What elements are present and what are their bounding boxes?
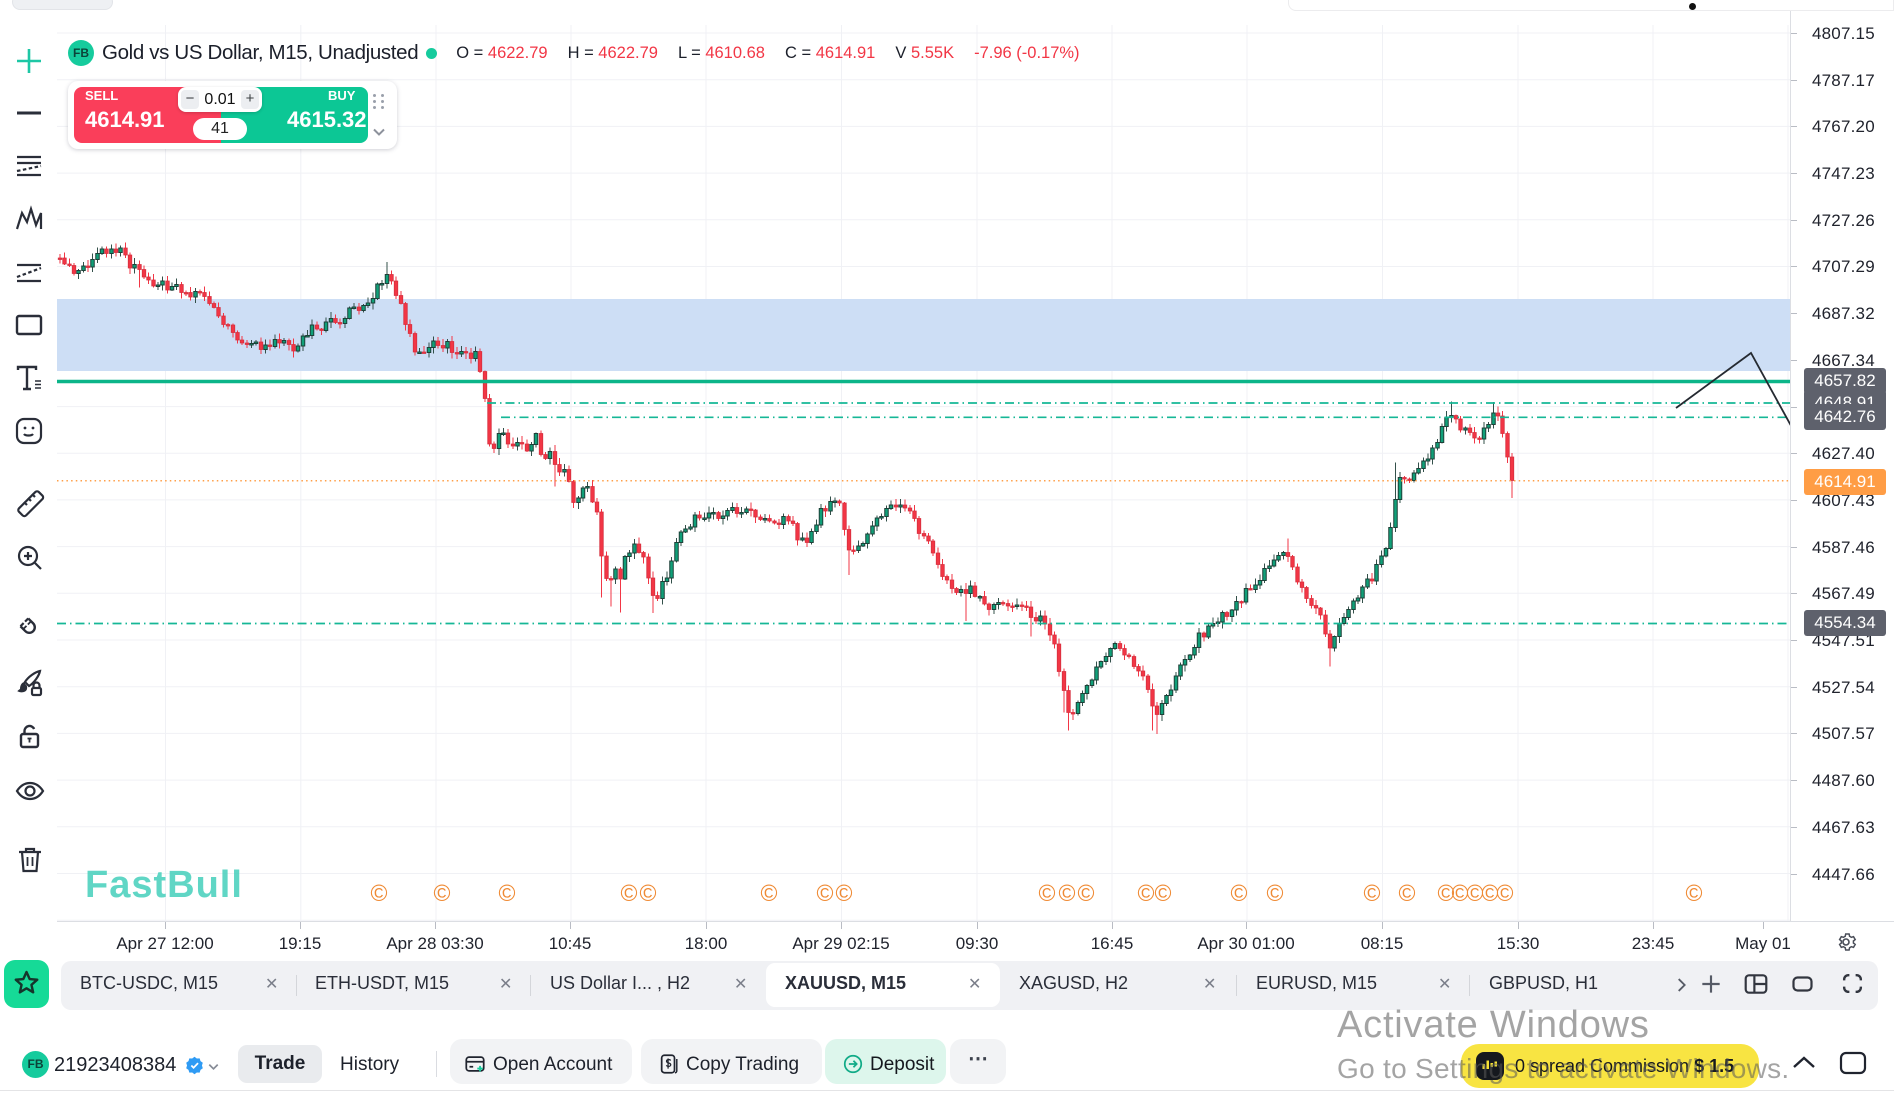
svg-text:©: © — [621, 880, 638, 906]
svg-text:©: © — [1155, 880, 1172, 906]
svg-text:©: © — [434, 880, 451, 906]
svg-text:©: © — [1452, 880, 1469, 906]
svg-text:©: © — [1138, 880, 1155, 906]
svg-text:©: © — [1482, 880, 1499, 906]
svg-text:©: © — [1497, 880, 1514, 906]
svg-text:©: © — [1364, 880, 1381, 906]
svg-text:©: © — [1399, 880, 1416, 906]
svg-text:©: © — [1686, 880, 1703, 906]
svg-text:©: © — [1039, 880, 1056, 906]
svg-text:©: © — [761, 880, 778, 906]
svg-text:©: © — [499, 880, 516, 906]
svg-text:FastBull: FastBull — [85, 864, 243, 906]
svg-text:©: © — [836, 880, 853, 906]
svg-text:©: © — [640, 880, 657, 906]
svg-text:©: © — [1078, 880, 1095, 906]
svg-text:©: © — [1467, 880, 1484, 906]
svg-text:©: © — [817, 880, 834, 906]
svg-text:©: © — [1267, 880, 1284, 906]
svg-text:©: © — [371, 880, 388, 906]
svg-text:©: © — [1231, 880, 1248, 906]
svg-text:©: © — [1438, 880, 1455, 906]
svg-text:©: © — [1059, 880, 1076, 906]
